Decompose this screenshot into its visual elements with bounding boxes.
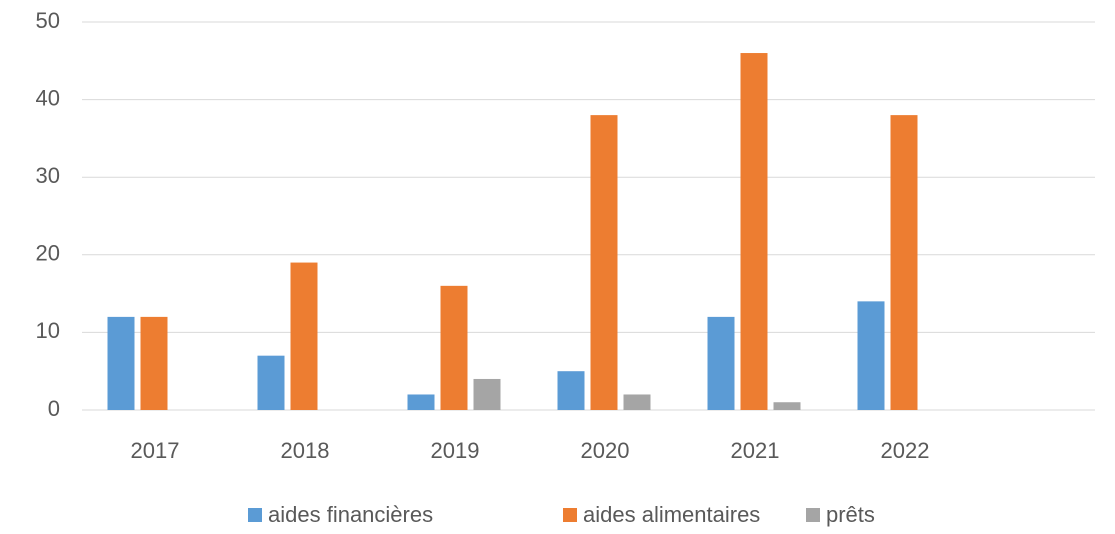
legend-swatch [563,508,577,522]
x-tick-label: 2019 [431,438,480,463]
legend-swatch [806,508,820,522]
legend-label: aides financières [268,502,433,527]
y-tick-label: 20 [36,241,60,266]
bar [623,394,651,410]
legend-swatch [248,508,262,522]
bar [890,115,918,411]
bar [707,316,735,410]
bar [407,394,435,410]
bar [107,316,135,410]
bar [590,115,618,411]
bar [257,355,285,410]
bar [740,53,768,410]
x-tick-label: 2021 [731,438,780,463]
y-tick-label: 40 [36,85,60,110]
bar [857,301,885,410]
y-tick-label: 50 [36,8,60,33]
bar [773,402,801,410]
x-tick-label: 2020 [581,438,630,463]
x-tick-label: 2017 [131,438,180,463]
bar [440,285,468,410]
y-tick-label: 30 [36,163,60,188]
y-tick-label: 0 [48,396,60,421]
y-tick-label: 10 [36,318,60,343]
legend-label: aides alimentaires [583,502,760,527]
x-tick-label: 2022 [881,438,930,463]
legend-label: prêts [826,502,875,527]
bar [557,371,585,410]
bar [290,262,318,410]
bar [473,378,501,410]
x-tick-label: 2018 [281,438,330,463]
bar [140,316,168,410]
